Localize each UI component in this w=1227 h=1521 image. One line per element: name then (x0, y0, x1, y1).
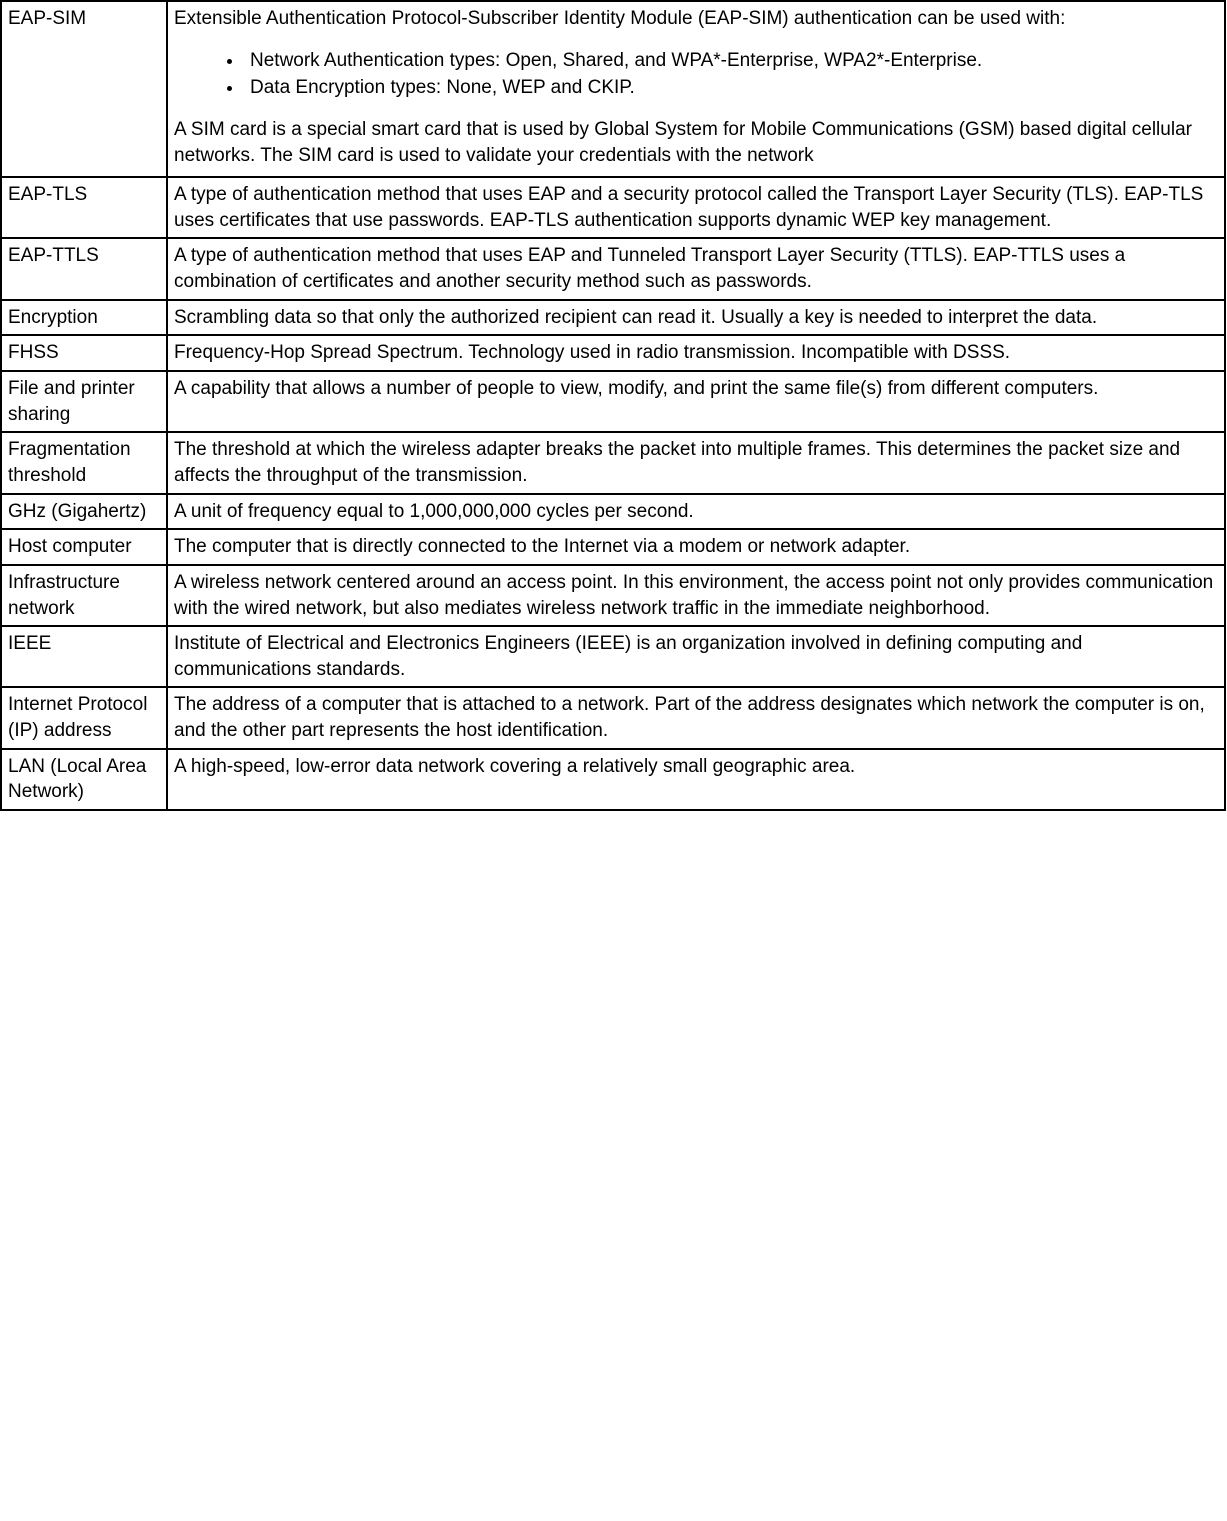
definition-cell: The computer that is directly connected … (167, 529, 1225, 565)
table-row: IEEE Institute of Electrical and Electro… (1, 626, 1225, 687)
definition-cell: A type of authentication method that use… (167, 177, 1225, 238)
definition-cell: A type of authentication method that use… (167, 238, 1225, 299)
glossary-table: EAP-SIM Extensible Authentication Protoc… (0, 0, 1226, 811)
definition-outro: A SIM card is a special smart card that … (174, 117, 1218, 168)
definition-cell: A unit of frequency equal to 1,000,000,0… (167, 494, 1225, 530)
table-row: EAP-TLS A type of authentication method … (1, 177, 1225, 238)
term-cell: FHSS (1, 335, 167, 371)
term-cell: Internet Protocol (IP) address (1, 687, 167, 748)
term-cell: Infrastructure network (1, 565, 167, 626)
bullet-item: Data Encryption types: None, WEP and CKI… (244, 75, 1218, 101)
table-row: Internet Protocol (IP) address The addre… (1, 687, 1225, 748)
term-cell: Fragmentation threshold (1, 432, 167, 493)
definition-cell: The address of a computer that is attach… (167, 687, 1225, 748)
term-cell: EAP-SIM (1, 1, 167, 177)
table-row: GHz (Gigahertz) A unit of frequency equa… (1, 494, 1225, 530)
term-cell: EAP-TTLS (1, 238, 167, 299)
table-row: EAP-TTLS A type of authentication method… (1, 238, 1225, 299)
table-row: EAP-SIM Extensible Authentication Protoc… (1, 1, 1225, 177)
term-cell: LAN (Local Area Network) (1, 749, 167, 810)
table-row: Infrastructure network A wireless networ… (1, 565, 1225, 626)
glossary-body: EAP-SIM Extensible Authentication Protoc… (1, 1, 1225, 810)
definition-cell: A wireless network centered around an ac… (167, 565, 1225, 626)
definition-cell: Extensible Authentication Protocol-Subsc… (167, 1, 1225, 177)
bullet-item: Network Authentication types: Open, Shar… (244, 48, 1218, 74)
definition-intro: Extensible Authentication Protocol-Subsc… (174, 6, 1218, 32)
table-row: LAN (Local Area Network) A high-speed, l… (1, 749, 1225, 810)
term-cell: IEEE (1, 626, 167, 687)
term-cell: Encryption (1, 300, 167, 336)
term-cell: Host computer (1, 529, 167, 565)
definition-bullets: Network Authentication types: Open, Shar… (174, 48, 1218, 101)
table-row: Encryption Scrambling data so that only … (1, 300, 1225, 336)
table-row: File and printer sharing A capability th… (1, 371, 1225, 432)
definition-cell: Scrambling data so that only the authori… (167, 300, 1225, 336)
term-cell: GHz (Gigahertz) (1, 494, 167, 530)
table-row: Host computer The computer that is direc… (1, 529, 1225, 565)
definition-cell: Frequency-Hop Spread Spectrum. Technolog… (167, 335, 1225, 371)
term-cell: EAP-TLS (1, 177, 167, 238)
definition-cell: The threshold at which the wireless adap… (167, 432, 1225, 493)
table-row: FHSS Frequency-Hop Spread Spectrum. Tech… (1, 335, 1225, 371)
definition-cell: A high-speed, low-error data network cov… (167, 749, 1225, 810)
definition-cell: A capability that allows a number of peo… (167, 371, 1225, 432)
term-cell: File and printer sharing (1, 371, 167, 432)
definition-cell: Institute of Electrical and Electronics … (167, 626, 1225, 687)
table-row: Fragmentation threshold The threshold at… (1, 432, 1225, 493)
